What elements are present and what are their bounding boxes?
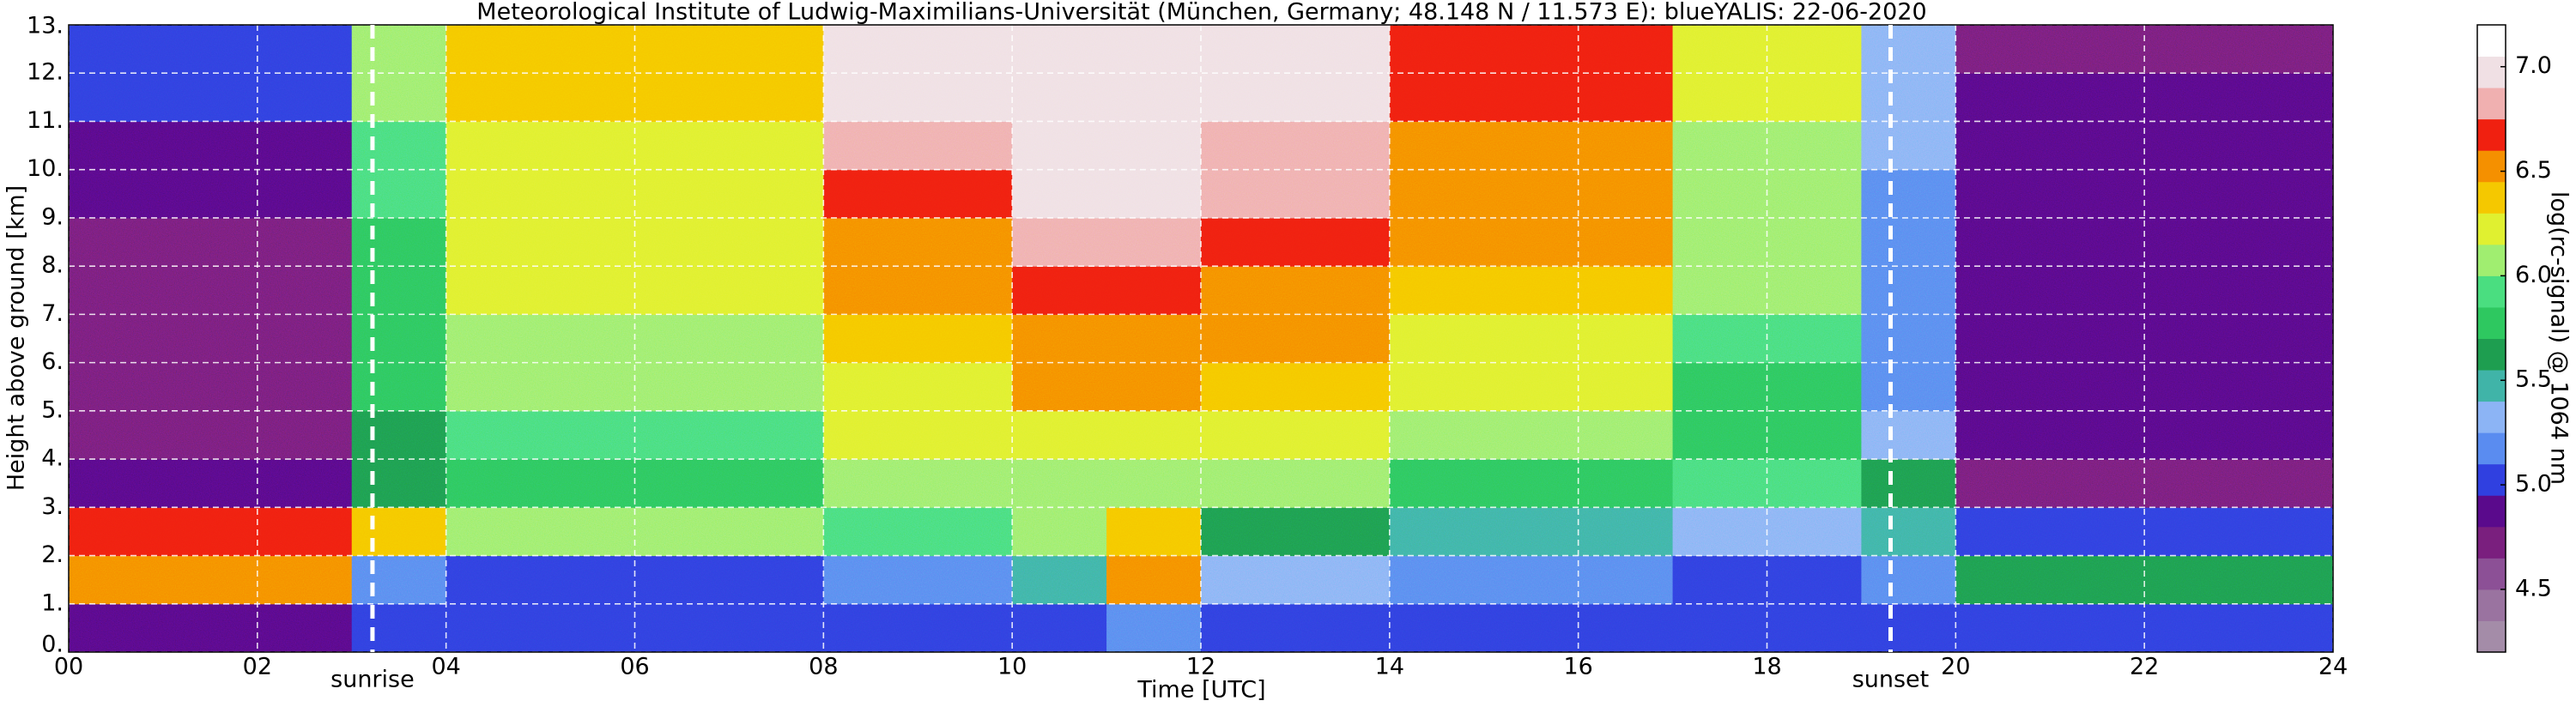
colorbar-swatch (2477, 526, 2506, 559)
y-tick-label: 2. (41, 541, 64, 568)
y-tick-label: 11. (27, 107, 64, 134)
colorbar-swatch (2477, 370, 2506, 402)
x-tick-label: 04 (431, 654, 460, 680)
x-tick-label: 10 (997, 654, 1027, 680)
x-tick-label: 20 (1941, 654, 1970, 680)
x-tick-label: 02 (243, 654, 272, 680)
x-tick-label: 16 (1563, 654, 1592, 680)
y-tick-label: 9. (41, 203, 64, 230)
colorbar-swatch (2477, 275, 2506, 308)
x-tick-label: 06 (620, 654, 649, 680)
colorbar-swatch (2477, 558, 2506, 590)
y-tick-label: 1. (41, 589, 64, 616)
colorbar-label: log(rc-signal) @ 1064 nm (2546, 191, 2573, 485)
colorbar-swatch (2477, 620, 2506, 653)
colorbar-swatch (2477, 495, 2506, 528)
colorbar-swatch (2477, 213, 2506, 245)
y-tick-label: 12. (27, 59, 64, 86)
colorbar-swatch (2477, 244, 2506, 276)
colorbar-swatch (2477, 306, 2506, 339)
x-axis-label: Time [UTC] (1136, 677, 1265, 704)
y-tick-label: 6. (41, 348, 64, 375)
colorbar-swatch (2477, 401, 2506, 433)
x-tick-label: 18 (1752, 654, 1781, 680)
colorbar-swatch (2477, 589, 2506, 621)
colorbar-tick-label: 4.5 (2515, 575, 2552, 601)
y-axis-label: Height above ground [km] (3, 185, 30, 491)
x-tick-label: 14 (1375, 654, 1404, 680)
colorbar-swatch (2477, 181, 2506, 214)
y-tick-label: 10. (27, 155, 64, 182)
x-tick-label: 00 (54, 654, 83, 680)
annotation-label: sunset (1852, 667, 1930, 693)
x-tick-label: 22 (2130, 654, 2159, 680)
chart-title: Meteorological Institute of Ludwig-Maxim… (476, 0, 1926, 26)
colorbar-swatch (2477, 338, 2506, 371)
colorbar-swatch (2477, 25, 2506, 57)
plot-frame (68, 24, 2334, 653)
x-tick-label: 24 (2318, 654, 2348, 680)
y-tick-label: 8. (41, 252, 64, 279)
colorbar-swatch (2477, 150, 2506, 183)
colorbar-tick-label: 6.0 (2515, 262, 2552, 288)
x-tick-label: 12 (1186, 654, 1215, 680)
y-tick-label: 4. (41, 445, 64, 472)
y-tick-label: 0. (41, 631, 64, 658)
y-tick-label: 5. (41, 396, 64, 423)
y-tick-label: 13. (27, 13, 64, 39)
colorbar: 4.5 5.0 5.5 6.0 6.5 7.0 (2476, 24, 2552, 653)
colorbar-tick-label: 5.5 (2515, 366, 2552, 393)
colorbar-swatch (2477, 432, 2506, 465)
colorbar-tick-label: 5.0 (2515, 471, 2552, 498)
y-tick-label: 3. (41, 493, 64, 520)
colorbar-swatch (2477, 118, 2506, 151)
colorbar-swatch (2477, 56, 2506, 88)
colorbar-swatch (2477, 88, 2506, 120)
x-tick-label: 08 (809, 654, 838, 680)
y-tick-label: 7. (41, 300, 64, 327)
colorbar-frame (2476, 24, 2506, 653)
colorbar-swatch (2477, 463, 2506, 496)
colorbar-tick-label: 6.5 (2515, 157, 2552, 184)
colorbar-tick-label: 7.0 (2515, 52, 2552, 79)
annotation-label: sunrise (330, 667, 415, 693)
